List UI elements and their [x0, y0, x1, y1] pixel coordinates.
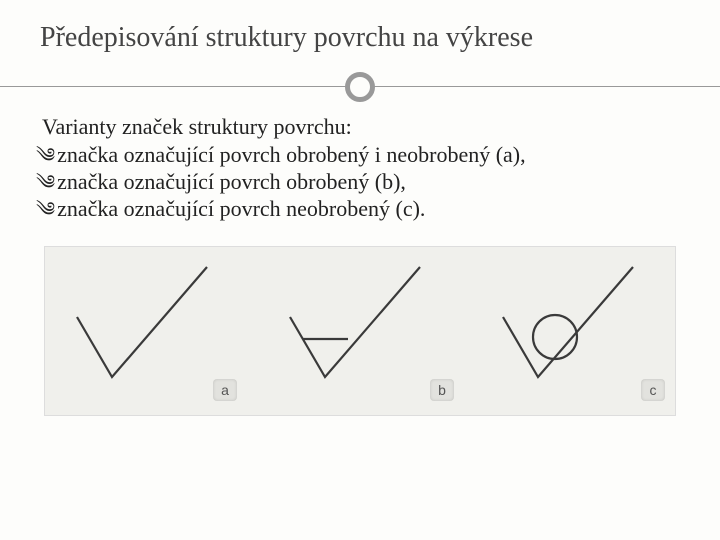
swirl-icon: ༄: [36, 173, 55, 193]
surface-symbol-b: [270, 259, 450, 389]
checkmark-triangle-icon: [270, 259, 450, 389]
checkmark-basic-icon: [57, 259, 237, 389]
figure-panel: a b c: [44, 246, 676, 416]
list-item: ༄ značka označující povrch obrobený (b),: [36, 169, 686, 195]
swirl-icon: ༄: [36, 146, 55, 166]
ornament-divider: [0, 68, 720, 108]
page-title: Předepisování struktury povrchu na výkre…: [40, 22, 690, 54]
bullet-text: značka označující povrch obrobený i neob…: [57, 142, 526, 168]
symbol-label-b: b: [430, 379, 454, 401]
surface-symbol-a: [57, 259, 237, 389]
list-item: ༄ značka označující povrch obrobený i ne…: [36, 142, 686, 168]
content-block: Varianty značek struktury povrchu: ༄ zna…: [0, 108, 720, 222]
title-area: Předepisování struktury povrchu na výkre…: [0, 0, 720, 62]
swirl-icon: ༄: [36, 200, 55, 220]
bullet-text: značka označující povrch neobrobený (c).: [57, 196, 425, 222]
bullet-text: značka označující povrch obrobený (b),: [57, 169, 406, 195]
intro-text: Varianty značek struktury povrchu:: [42, 114, 686, 140]
checkmark-circle-icon: [483, 259, 663, 389]
divider-circle-icon: [345, 72, 375, 102]
symbol-label-c: c: [641, 379, 665, 401]
list-item: ༄ značka označující povrch neobrobený (c…: [36, 196, 686, 222]
symbol-label-a: a: [213, 379, 237, 401]
surface-symbol-c: [483, 259, 663, 389]
